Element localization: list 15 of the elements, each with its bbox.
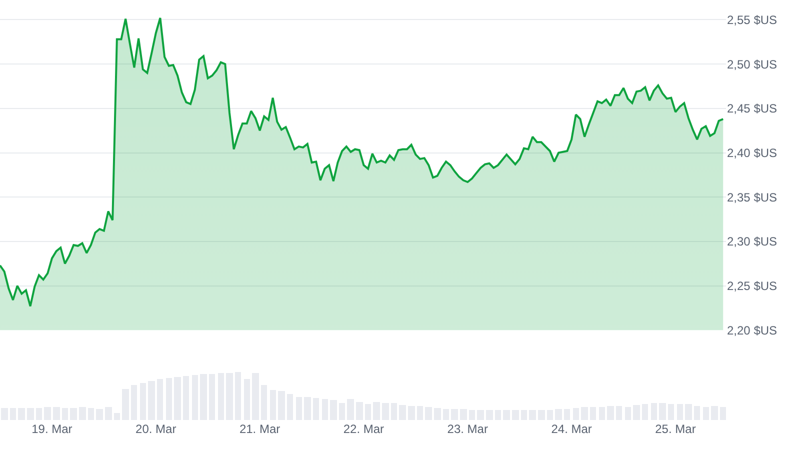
x-tick-label: 25. Mar bbox=[655, 422, 696, 436]
x-tick-label: 20. Mar bbox=[136, 422, 176, 436]
x-tick-label: 22. Mar bbox=[343, 422, 384, 436]
y-tick-label: 2,50 $US bbox=[727, 57, 778, 72]
x-tick-label: 21. Mar bbox=[239, 422, 280, 436]
y-tick-label: 2,25 $US bbox=[727, 278, 778, 293]
y-tick-label: 2,20 $US bbox=[727, 323, 778, 338]
y-tick-label: 2,45 $US bbox=[727, 102, 778, 116]
x-tick-label: 23. Mar bbox=[447, 422, 488, 436]
y-tick-label: 2,30 $US bbox=[727, 234, 778, 249]
x-tick-label: 19. Mar bbox=[32, 422, 72, 436]
y-tick-label: 2,55 $US bbox=[727, 12, 778, 27]
x-tick-label: 24. Mar bbox=[551, 422, 592, 436]
y-tick-label: 2,35 $US bbox=[727, 190, 778, 204]
y-tick-label: 2,40 $US bbox=[727, 146, 778, 160]
